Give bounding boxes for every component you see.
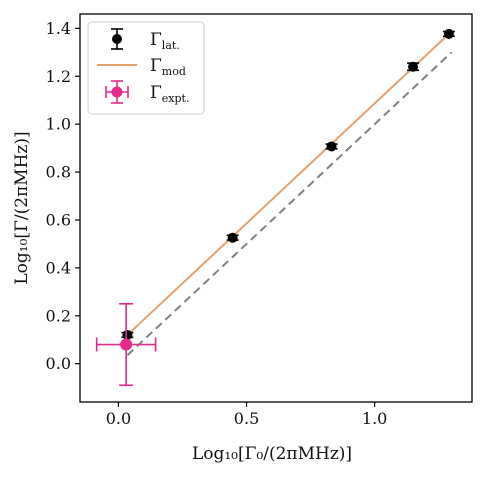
y-tick-label: 0.6 bbox=[46, 210, 71, 229]
x-tick-label: 1.0 bbox=[362, 409, 387, 428]
legend-label-lat: Γlat. bbox=[150, 30, 180, 52]
lat-data-point bbox=[443, 28, 454, 39]
legend-swatch-expt bbox=[105, 80, 129, 104]
legend-entry-lat: Γlat. bbox=[111, 28, 180, 52]
lat-data-point bbox=[227, 232, 238, 243]
legend-entry-expt: Γexpt. bbox=[105, 80, 189, 105]
lat-data-point bbox=[408, 61, 419, 72]
legend-entry-mod: Γmod bbox=[97, 56, 186, 78]
x-tick-label: 0.5 bbox=[234, 409, 259, 428]
legend: Γlat. Γmod Γexpt. bbox=[87, 21, 205, 115]
y-tick-label: 0.2 bbox=[46, 306, 71, 325]
legend-label-mod: Γmod bbox=[150, 56, 186, 78]
lat-data-point bbox=[122, 329, 133, 340]
x-tick-label: 0.0 bbox=[106, 409, 131, 428]
reference-dashed-line bbox=[126, 51, 453, 357]
expt-data-point bbox=[120, 338, 133, 351]
y-tick-label: 1.4 bbox=[46, 19, 71, 38]
x-axis-label: Log₁₀[Γ₀/(2πMHz)] bbox=[192, 444, 352, 464]
y-axis-label: Log₁₀[Γ/(2πMHz)] bbox=[12, 131, 32, 284]
y-tick-label: 0.4 bbox=[46, 258, 71, 277]
legend-swatch-lat bbox=[111, 28, 123, 50]
axis-ticks: 0.0 0.5 1.0 0.0 0.2 0.4 0.6 0.8 1.0 1.2 1.4 bbox=[46, 19, 388, 428]
y-tick-label: 0.0 bbox=[46, 354, 71, 373]
y-tick-label: 1.2 bbox=[46, 67, 71, 86]
y-tick-label: 0.8 bbox=[46, 163, 71, 182]
lat-data-point bbox=[326, 141, 337, 152]
chart-marks bbox=[95, 28, 455, 387]
y-tick-label: 1.0 bbox=[46, 115, 71, 134]
model-line bbox=[126, 33, 450, 336]
legend-label-expt: Γexpt. bbox=[150, 83, 189, 105]
